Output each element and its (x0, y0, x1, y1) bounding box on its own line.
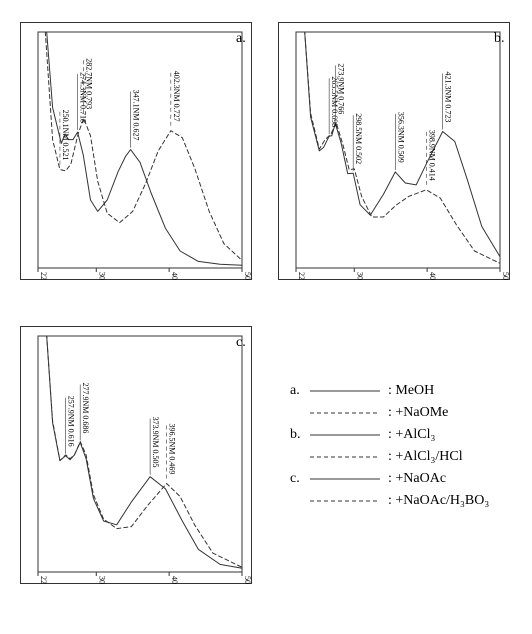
legend-line-dashed (310, 406, 380, 420)
panel-frame (279, 23, 510, 280)
legend-text: : +NaOAc/H₃BO₃ (388, 493, 489, 509)
page: 220.0300.0400.0500.0274.3NM 0.718347.1NM… (0, 0, 532, 634)
peak-label: 347.1NM 0.627 (132, 90, 141, 141)
x-tick-label: 500.0 (501, 272, 510, 280)
x-tick-label: 220.0 (39, 272, 48, 280)
panel-letter: a. (236, 31, 246, 46)
peak-label: 273.9NM 0.766 (336, 63, 345, 114)
legend-text: : MeOH (388, 383, 434, 399)
legend-line-solid (310, 472, 380, 486)
x-tick-label: 400.0 (170, 576, 179, 584)
x-tick-label: 220.0 (297, 272, 306, 280)
legend-text: : +NaOAc (388, 471, 446, 487)
peak-label: 421.3NM 0.723 (444, 71, 453, 122)
panel-letter: b. (494, 31, 505, 46)
legend-line-dashed (310, 494, 380, 508)
legend-line-dashed (310, 450, 380, 464)
peak-label: 356.3NM 0.509 (396, 112, 405, 163)
spectrum-panel-b: 220.0300.0400.0500.0265.5NM 0.698273.9NM… (278, 22, 510, 280)
peak-label: 398.9NM 0.414 (427, 130, 436, 181)
spectrum-panel-a: 220.0300.0400.0500.0274.3NM 0.718347.1NM… (20, 22, 252, 280)
panel-letter: c. (236, 335, 246, 350)
legend-row: c. : +NaOAc (290, 468, 489, 490)
x-tick-label: 400.0 (428, 272, 437, 280)
x-tick-label: 500.0 (243, 272, 252, 280)
peak-label: 373.9NM 0.505 (151, 417, 160, 468)
x-tick-label: 400.0 (170, 272, 179, 280)
legend-letter: a. (290, 383, 310, 399)
legend-text: : +AlCl₃ (388, 427, 435, 443)
spectrum-dashed (38, 336, 242, 567)
legend-text: : +NaOMe (388, 405, 448, 421)
x-tick-label: 220.0 (39, 576, 48, 584)
legend-letter: b. (290, 427, 310, 443)
legend-text: : +AlCl₃/HCl (388, 449, 463, 465)
legend-row: : +NaOMe (290, 402, 489, 424)
spectrum-panel-c: 220.0 300.0 400.0 500.0 257.9NM 0.616 277.9NM… (20, 326, 252, 584)
panel-frame (21, 327, 252, 584)
x-tick-label: 300.0 (355, 272, 364, 280)
axes-frame (38, 336, 242, 572)
legend-row: b. : +AlCl₃ (290, 424, 489, 446)
legend-line-solid (310, 428, 380, 442)
x-tick-label: 300.0 (97, 576, 106, 584)
spectrum-solid (38, 336, 242, 568)
peak-label: 396.5NM 0.469 (168, 423, 177, 474)
peak-label: 402.3NM 0.727 (172, 71, 181, 122)
legend-row: : +AlCl₃/HCl (290, 446, 489, 468)
peak-label: 257.9NM 0.616 (67, 396, 76, 447)
peak-label: 282.7NM 0.793 (85, 58, 94, 109)
legend-letter: c. (290, 471, 310, 487)
x-tick-label: 300.0 (97, 272, 106, 280)
peak-label: 298.5NM 0.502 (354, 113, 363, 164)
legend-box: a. : MeOH : +NaOMe b. : +AlCl₃ : +AlCl₃/HCl c.… (290, 380, 489, 512)
peak-label: 277.9NM 0.686 (81, 382, 90, 433)
peak-label: 250.1NM 0.521 (61, 110, 70, 161)
legend-row: a. : MeOH (290, 380, 489, 402)
legend-line-solid (310, 384, 380, 398)
x-tick-label: 500.0 (243, 576, 252, 584)
legend-row: : +NaOAc/H₃BO₃ (290, 490, 489, 512)
